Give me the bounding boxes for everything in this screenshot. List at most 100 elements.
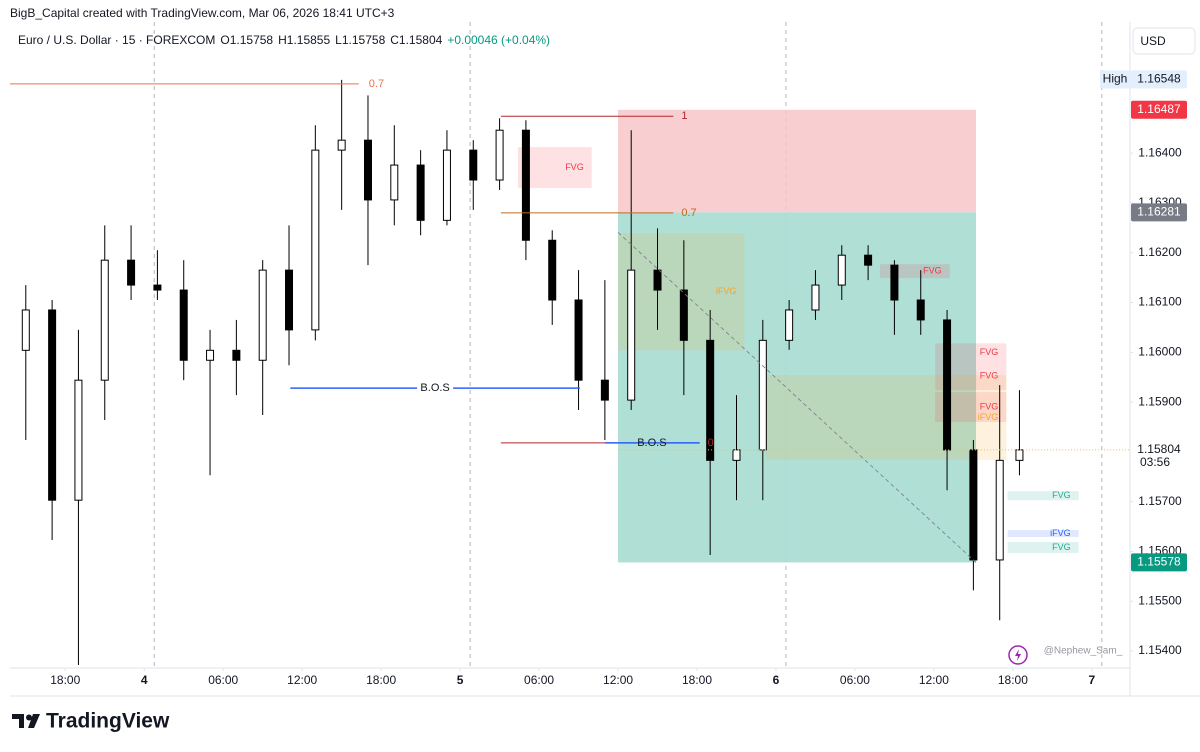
- fvg-zone: [1007, 491, 1079, 501]
- legend-item: O 1.15758: [220, 33, 273, 47]
- fvg-label: iFVG: [978, 412, 999, 422]
- candle-body: [363, 139, 372, 201]
- fib-label: 0.7: [369, 78, 384, 90]
- bos-label-bg: [417, 381, 454, 395]
- candle-body: [521, 129, 530, 241]
- candle-body: [258, 269, 267, 361]
- fvg-zone: [1007, 530, 1079, 538]
- legend-item: C 1.15804: [390, 33, 442, 47]
- position-stop: [618, 109, 977, 213]
- candle-body: [837, 254, 846, 286]
- price-tag: [1131, 440, 1187, 459]
- x-tick-label: 18:00: [50, 673, 80, 687]
- candle-body: [153, 284, 162, 291]
- price-tag-side: [1100, 70, 1131, 89]
- x-tick-label: 4: [141, 673, 148, 687]
- fib-label: 1: [681, 110, 687, 122]
- x-tick-label: 5: [457, 673, 464, 687]
- currency-box[interactable]: [1132, 27, 1196, 55]
- candle-body: [864, 254, 873, 266]
- y-tick-label: 1.15700: [1138, 494, 1182, 508]
- candle-body: [442, 149, 451, 221]
- currency: USD: [1140, 34, 1166, 48]
- candle-body: [916, 299, 925, 321]
- legend-key: H: [278, 33, 287, 47]
- legend-key: O: [220, 33, 230, 47]
- price-tag-countdown: 03:56: [1140, 455, 1170, 469]
- legend-value: 1.15804: [398, 33, 443, 47]
- y-tick-label: 1.16000: [1138, 344, 1182, 358]
- candle-body: [48, 309, 57, 501]
- fvg-label: iFVG: [716, 286, 737, 296]
- fvg-label: FVG: [980, 371, 999, 381]
- candle-body: [679, 289, 688, 341]
- candle-body: [311, 149, 320, 331]
- candle-body: [890, 264, 899, 301]
- fvg-label: FVG: [980, 401, 999, 411]
- price-tag-label: 1.15578: [1137, 555, 1181, 569]
- fvg-label: iFVG: [1050, 528, 1071, 538]
- price-tag-label: 1.15804: [1137, 442, 1181, 456]
- candle-body: [74, 379, 83, 501]
- candle-body: [811, 284, 820, 311]
- price-tag: [1131, 100, 1187, 119]
- y-tick-label: 1.16400: [1138, 145, 1182, 159]
- drawings-back: [153, 22, 1103, 668]
- price-tag-label: 1.16548: [1137, 72, 1181, 86]
- candle-body: [758, 339, 767, 451]
- brand-logo: [12, 714, 40, 728]
- candle-body: [337, 139, 346, 151]
- fvg-zone: [1007, 542, 1079, 553]
- price-tag-side-text: High: [1103, 72, 1128, 86]
- alert-bolt: [1015, 649, 1021, 661]
- position-target: [618, 212, 977, 563]
- candle-body: [627, 269, 636, 401]
- fvg-zone: [935, 343, 1007, 363]
- x-tick-label: 18:00: [998, 673, 1028, 687]
- candle-body: [548, 239, 557, 301]
- legend-key: C: [390, 33, 399, 47]
- x-tick-label: 06:00: [840, 673, 870, 687]
- price-tag-label: 1.16487: [1137, 102, 1181, 116]
- brand: TradingView: [46, 710, 170, 733]
- x-tick-label: 12:00: [603, 673, 633, 687]
- candle-body: [206, 349, 215, 361]
- legend: Euro / U.S. Dollar · 15 · FOREXCOM O 1.157…: [18, 33, 550, 47]
- price-tag: [1131, 203, 1187, 222]
- fvg-label: FVG: [980, 347, 999, 357]
- fvg-zone: [518, 147, 592, 188]
- x-tick-label: 12:00: [919, 673, 949, 687]
- candle-body: [653, 269, 662, 291]
- x-tick-label: 6: [773, 673, 780, 687]
- candle-body: [943, 319, 952, 451]
- candle-body: [574, 299, 583, 381]
- bos-label: B.O.S: [420, 382, 449, 394]
- y-tick-label: 1.16100: [1138, 295, 1182, 309]
- candle-body: [179, 289, 188, 361]
- legend-value: 1.15855: [286, 33, 331, 47]
- candle-body: [232, 349, 241, 361]
- legend-item: H 1.15855: [278, 33, 330, 47]
- fib-label: 0.7: [681, 207, 696, 219]
- legend-key: L: [335, 33, 342, 47]
- x-tick-label: 06:00: [208, 673, 238, 687]
- legend-title: Euro / U.S. Dollar · 15 · FOREXCOM: [18, 33, 216, 47]
- fvg-label: FVG: [923, 266, 942, 276]
- candle-body: [21, 309, 30, 351]
- candle-body: [969, 449, 978, 561]
- candle-body: [495, 129, 504, 181]
- price-tag: [1131, 70, 1187, 89]
- fib-label: 0: [708, 437, 714, 449]
- x-tick-label: 7: [1088, 673, 1095, 687]
- candle-body: [600, 379, 609, 401]
- candle-body: [785, 309, 794, 341]
- candle-body: [732, 449, 741, 461]
- fvg-label: FVG: [1052, 490, 1071, 500]
- y-tick-label: 1.15900: [1138, 394, 1182, 408]
- price-tag-label: 1.16281: [1137, 205, 1181, 219]
- candle-body: [127, 259, 136, 286]
- candle-body: [995, 459, 1004, 561]
- x-tick-label: 06:00: [524, 673, 554, 687]
